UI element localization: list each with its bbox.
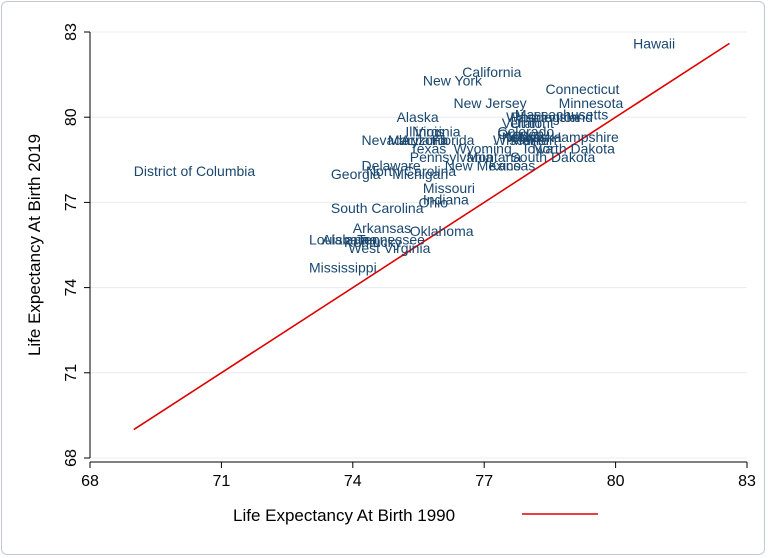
state-label-louisiana: Louisiana [309, 231, 369, 247]
state-label-north-dakota: North Dakota [532, 140, 615, 156]
state-label-new-hampshire: New Hampshire [519, 129, 619, 145]
y-axis: 68 71 74 77 80 83 [63, 23, 91, 467]
state-label-north-carolina: North Carolina [366, 163, 456, 179]
state-label-mississippi: Mississippi [309, 260, 377, 276]
state-label-wisconsin: Wisconsin [493, 132, 557, 148]
x-axis: 68 71 74 77 80 83 [81, 461, 756, 490]
y-tick-label-3: 77 [63, 193, 80, 211]
state-label-ohio: Ohio [419, 194, 449, 210]
state-label-district-of-columbia: District of Columbia [134, 163, 256, 179]
state-label-virginia: Virginia [414, 123, 461, 139]
state-label-new-jersey: New Jersey [454, 95, 527, 111]
gridlines [90, 31, 747, 459]
state-label-tennessee: Tennessee [357, 231, 425, 247]
state-label-illinois: Illinois [405, 123, 444, 139]
y-tick-label-4: 80 [63, 108, 80, 126]
x-tick-label-2: 74 [344, 473, 362, 490]
state-label-new-mexico: New Mexico [445, 157, 521, 173]
state-label-nebraska: Nebraska [502, 129, 562, 145]
state-label-california: California [462, 64, 521, 80]
state-label-wyoming: Wyoming [454, 140, 512, 156]
state-label-montana: Montana [467, 149, 522, 165]
state-label-kentucky: Kentucky [344, 234, 402, 250]
y-tick-label-0: 68 [63, 449, 80, 467]
state-label-west-virginia: West Virginia [348, 240, 430, 256]
state-label-arizona: Arizona [401, 132, 449, 148]
state-label-arkansas: Arkansas [353, 220, 411, 236]
y-axis-title: Life Expectancy At Birth 2019 [25, 134, 44, 356]
state-label-oregon: Oregon [497, 126, 544, 142]
state-label-washington: Washington [506, 109, 579, 125]
legend-label: Life Expectancy At Birth 1990 [233, 506, 455, 525]
state-label-iowa: Iowa [524, 140, 554, 156]
state-label-nevada: Nevada [362, 132, 410, 148]
state-label-hawaii: Hawaii [633, 35, 675, 51]
fit-line [133, 42, 730, 431]
state-label-alabama: Alabama [322, 231, 377, 247]
x-tick-label-0: 68 [81, 473, 99, 490]
state-label-georgia: Georgia [331, 166, 381, 182]
state-label-maryland: Maryland [388, 132, 446, 148]
state-label-michigan: Michigan [392, 166, 448, 182]
y-tick-label-5: 83 [63, 23, 80, 41]
state-label-new-york: New York [423, 72, 483, 88]
x-tick-label-3: 77 [475, 473, 493, 490]
state-label-delaware: Delaware [362, 157, 421, 173]
state-label-kansas: Kansas [489, 157, 536, 173]
state-label-massachusetts: Massachusetts [515, 106, 608, 122]
state-label-minnesota: Minnesota [559, 95, 624, 111]
state-label-vermont: Vermont [502, 115, 554, 131]
y-tick-label-1: 71 [63, 364, 80, 382]
state-label-maine: Maine [510, 132, 548, 148]
state-label-south-dakota: South Dakota [510, 149, 595, 165]
state-label-idaho: Idaho [506, 129, 541, 145]
state-label-colorado: Colorado [497, 123, 554, 139]
state-label-rhode-island: Rhode Island [510, 109, 593, 125]
state-label-connecticut: Connecticut [546, 81, 620, 97]
state-label-south-carolina: South Carolina [331, 200, 424, 216]
state-label-pennsylvania: Pennsylvania [410, 149, 493, 165]
state-label-florida: Florida [432, 132, 475, 148]
state-label-missouri: Missouri [423, 180, 475, 196]
x-tick-label-5: 83 [738, 473, 756, 490]
y-tick-label-2: 74 [63, 279, 80, 297]
x-tick-label-4: 80 [607, 473, 625, 490]
state-label-texas: Texas [410, 140, 447, 156]
state-label-alaska: Alaska [397, 109, 439, 125]
state-label-utah: Utah [510, 115, 540, 131]
state-label-oklahoma: Oklahoma [410, 223, 474, 239]
state-label-indiana: Indiana [423, 192, 469, 208]
x-tick-label-1: 71 [213, 473, 231, 490]
